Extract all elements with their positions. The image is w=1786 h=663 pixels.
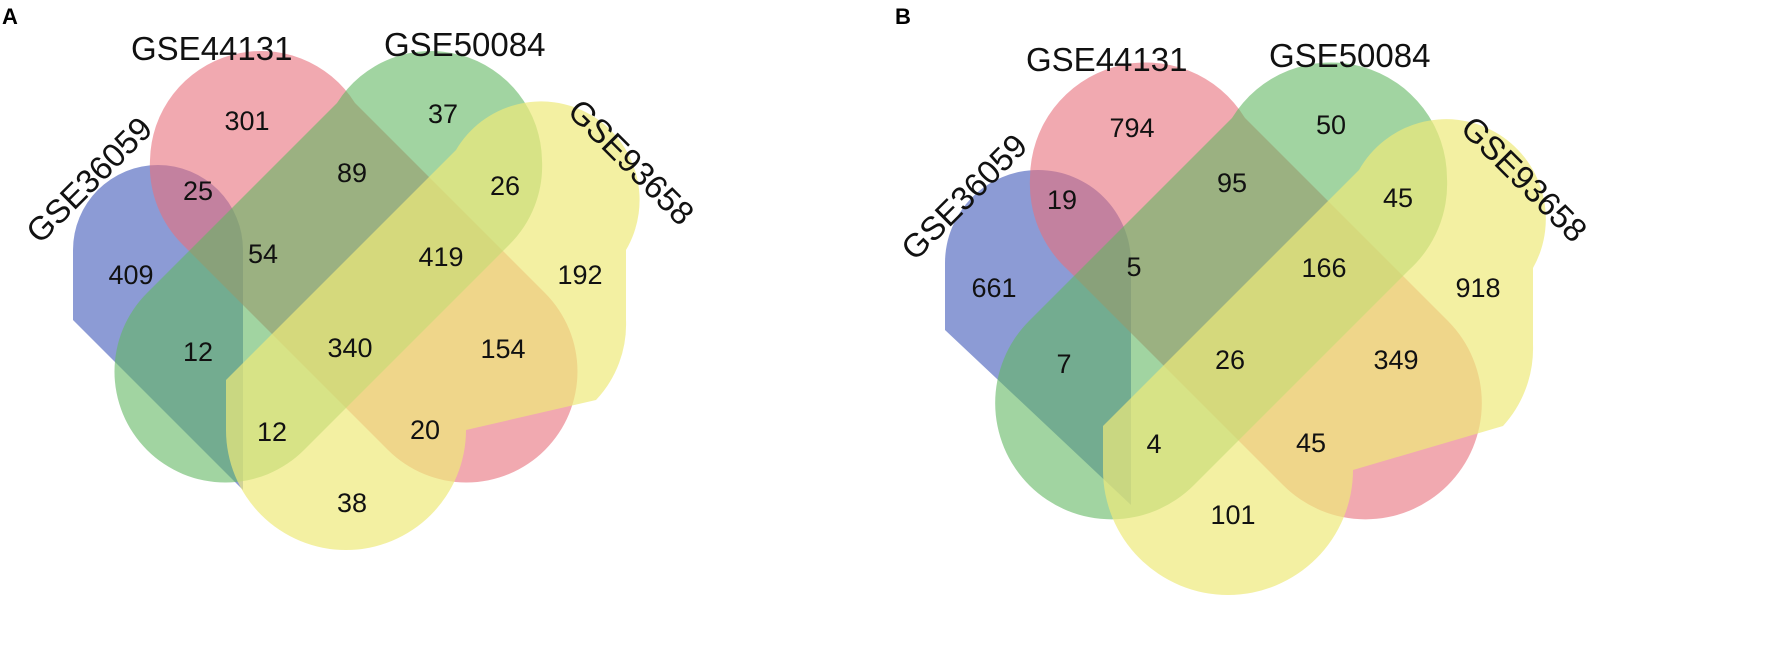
region-count: 154 xyxy=(480,334,525,364)
set-label-gse44131: GSE44131 xyxy=(1026,41,1187,78)
region-count: 7 xyxy=(1056,349,1071,379)
region-count: 38 xyxy=(337,488,367,518)
set-ellipse-gse50084 xyxy=(995,62,1448,520)
set-ellipse-gse93658-shape xyxy=(1103,119,1546,595)
region-count: 409 xyxy=(108,260,153,290)
region-count: 166 xyxy=(1301,253,1346,283)
region-count: 419 xyxy=(418,242,463,272)
region-count: 340 xyxy=(327,333,372,363)
venn-diagram-b: B GSE44131 GSE50084 GSE36059 GSE93658 66… xyxy=(894,4,1594,595)
region-count: 101 xyxy=(1210,500,1255,530)
region-count: 26 xyxy=(490,171,520,201)
region-count: 794 xyxy=(1109,113,1154,143)
set-ellipse-gse50084 xyxy=(114,51,543,483)
region-count: 661 xyxy=(971,273,1016,303)
region-count: 26 xyxy=(1215,345,1245,375)
set-label-gse50084: GSE50084 xyxy=(1269,37,1430,74)
venn-diagram-a: A GSE44131 GSE50084 GSE36059 GSE93658 40… xyxy=(2,4,701,551)
region-count: 20 xyxy=(410,415,440,445)
set-ellipse-gse93658-shape xyxy=(226,101,640,551)
venn-panel-a: A GSE44131 GSE50084 GSE36059 GSE93658 40… xyxy=(2,4,701,551)
set-label-gse50084: GSE50084 xyxy=(384,26,545,63)
region-count: 45 xyxy=(1296,428,1326,458)
region-count: 37 xyxy=(428,99,458,129)
region-count: 95 xyxy=(1217,168,1247,198)
region-count: 19 xyxy=(1047,185,1077,215)
region-count: 4 xyxy=(1146,429,1161,459)
venn-panel-b: B GSE44131 GSE50084 GSE36059 GSE93658 66… xyxy=(893,0,1786,663)
region-count: 349 xyxy=(1373,345,1418,375)
region-count: 918 xyxy=(1455,273,1500,303)
set-label-gse44131: GSE44131 xyxy=(131,30,292,67)
region-count: 301 xyxy=(224,106,269,136)
region-count: 25 xyxy=(183,176,213,206)
region-count: 192 xyxy=(557,260,602,290)
panel-letter: B xyxy=(895,4,911,29)
region-count: 54 xyxy=(248,239,278,269)
region-count: 12 xyxy=(257,417,287,447)
region-count: 50 xyxy=(1316,110,1346,140)
region-count: 45 xyxy=(1383,183,1413,213)
region-count: 89 xyxy=(337,158,367,188)
panel-letter: A xyxy=(2,4,18,29)
region-count: 5 xyxy=(1126,252,1141,282)
region-count: 12 xyxy=(183,337,213,367)
